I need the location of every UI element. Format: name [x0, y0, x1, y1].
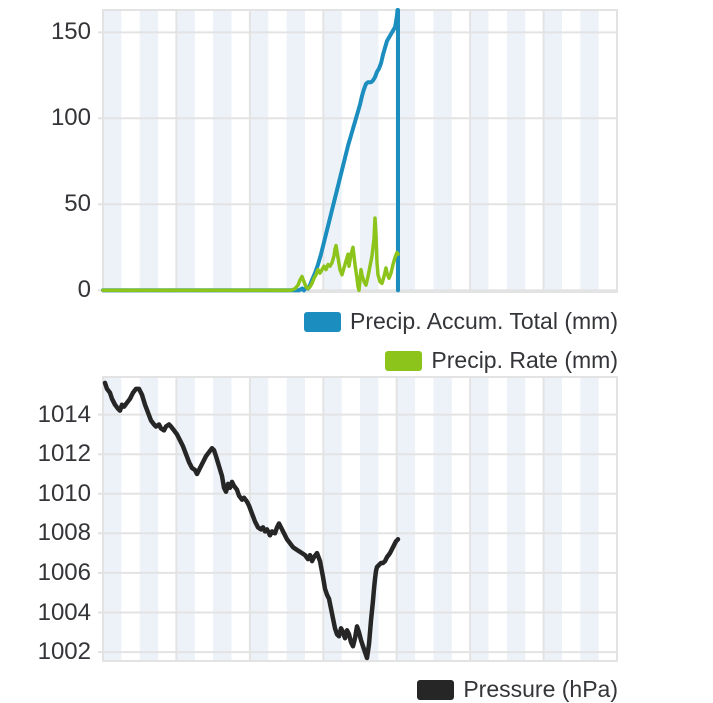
background-stripe — [286, 10, 305, 292]
background-stripe — [543, 377, 562, 661]
y-tick-label: 1004 — [37, 599, 91, 626]
background-stripe — [396, 377, 416, 661]
background-stripe — [580, 377, 599, 661]
plot-border — [102, 376, 618, 662]
background-stripe — [249, 377, 269, 661]
precip-chart — [98, 8, 618, 293]
background-stripe — [470, 10, 489, 292]
y-tick-label: 1002 — [37, 638, 91, 665]
background-stripe — [506, 377, 526, 661]
background-stripe — [103, 377, 122, 661]
legend-item-precip-accum[interactable]: Precip. Accum. Total (mm) — [304, 308, 618, 335]
background-stripe — [433, 10, 452, 292]
pressure-hpa-line — [102, 380, 401, 661]
legend-label-precip-rate: Precip. Rate (mm) — [431, 347, 618, 373]
y-tick-label: 0 — [77, 276, 91, 303]
background-stripe — [396, 10, 416, 292]
precip-rate-mm-line — [101, 216, 400, 293]
legend-item-pressure[interactable]: Pressure (hPa) — [417, 676, 618, 703]
background-stripe — [139, 10, 159, 292]
background-stripe — [213, 377, 232, 661]
charts-canvas — [98, 8, 618, 662]
y-tick-label: 1008 — [37, 519, 91, 546]
background-stripe — [176, 377, 195, 661]
plot-border — [102, 9, 618, 293]
y-tick-label: 1006 — [37, 559, 91, 586]
background-stripe — [213, 10, 232, 292]
y-tick-label: 1010 — [37, 480, 91, 507]
background-stripe — [139, 377, 159, 661]
background-stripe — [580, 10, 599, 292]
y-tick-label: 1014 — [37, 401, 91, 428]
background-stripe — [103, 10, 122, 292]
legend-item-precip-rate[interactable]: Precip. Rate (mm) — [385, 347, 618, 374]
background-stripe — [470, 377, 489, 661]
legend-swatch-precip-rate-icon — [385, 350, 423, 371]
background-stripe — [506, 10, 526, 292]
legend-label-pressure: Pressure (hPa) — [463, 676, 618, 702]
y-tick-label: 150 — [50, 18, 91, 45]
background-stripe — [176, 10, 195, 292]
legend-swatch-precip-accum-icon — [304, 311, 342, 332]
background-stripe — [323, 377, 342, 661]
background-stripe — [249, 10, 269, 292]
y-tick-label: 100 — [50, 104, 91, 131]
background-stripe — [323, 10, 342, 292]
y-tick-label: 1012 — [37, 440, 91, 467]
pressure-chart — [98, 376, 618, 662]
legend-label-precip-accum: Precip. Accum. Total (mm) — [350, 308, 618, 334]
background-stripe — [433, 377, 452, 661]
y-tick-label: 50 — [64, 190, 91, 217]
background-stripe — [543, 10, 562, 292]
background-stripe — [286, 377, 305, 661]
